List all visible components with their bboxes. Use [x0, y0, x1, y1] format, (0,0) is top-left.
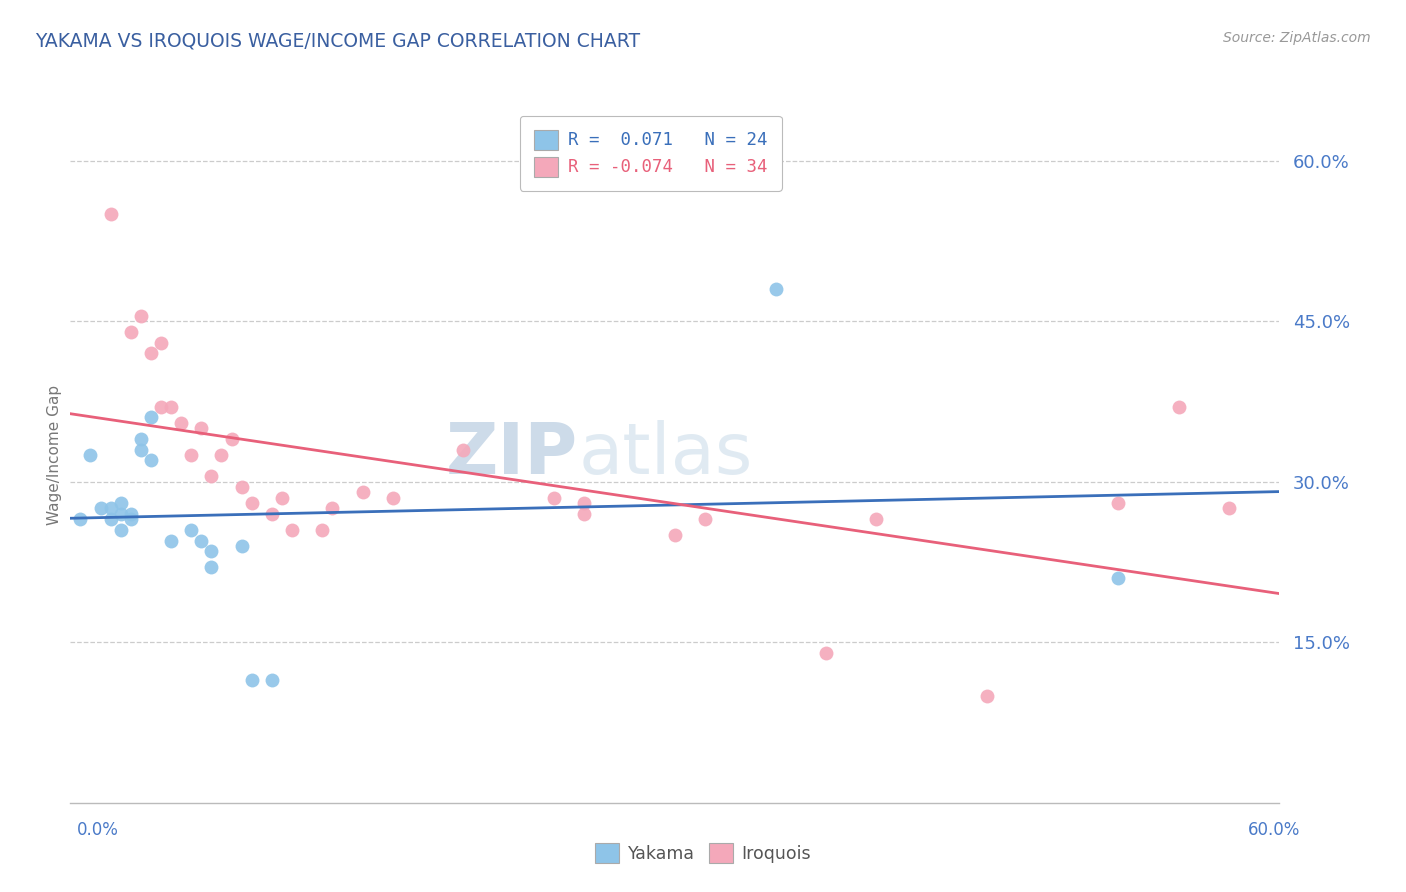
Point — [240, 673, 263, 687]
Point — [260, 507, 283, 521]
Point — [695, 512, 717, 526]
Point — [100, 501, 122, 516]
Point — [765, 282, 787, 296]
Text: 0.0%: 0.0% — [77, 821, 120, 838]
Y-axis label: Wage/Income Gap: Wage/Income Gap — [46, 384, 62, 525]
Point — [150, 335, 173, 350]
Point — [120, 507, 142, 521]
Point — [100, 207, 122, 221]
Point — [180, 448, 202, 462]
Text: Source: ZipAtlas.com: Source: ZipAtlas.com — [1223, 31, 1371, 45]
Point — [200, 469, 222, 483]
Point — [664, 528, 686, 542]
Point — [110, 507, 132, 521]
Point — [281, 523, 304, 537]
Point — [453, 442, 475, 457]
Point — [231, 539, 253, 553]
Point — [139, 410, 162, 425]
Point — [79, 448, 101, 462]
Point — [1218, 501, 1240, 516]
Point — [90, 501, 111, 516]
Point — [110, 523, 132, 537]
Point — [865, 512, 887, 526]
Point — [231, 480, 253, 494]
Point — [129, 432, 152, 446]
Point — [574, 496, 596, 510]
Point — [120, 512, 142, 526]
Text: YAKAMA VS IROQUOIS WAGE/INCOME GAP CORRELATION CHART: YAKAMA VS IROQUOIS WAGE/INCOME GAP CORRE… — [35, 31, 640, 50]
Point — [543, 491, 565, 505]
Point — [321, 501, 343, 516]
Point — [190, 421, 212, 435]
Point — [129, 442, 152, 457]
Point — [1167, 400, 1189, 414]
Point — [311, 523, 333, 537]
Point — [221, 432, 243, 446]
Point — [1107, 571, 1129, 585]
Point — [160, 533, 183, 548]
Point — [180, 523, 202, 537]
Point — [170, 416, 193, 430]
Point — [211, 448, 233, 462]
Point — [190, 533, 212, 548]
Point — [150, 400, 173, 414]
Legend: Yakama, Iroquois: Yakama, Iroquois — [588, 836, 818, 870]
Point — [129, 309, 152, 323]
Point — [240, 496, 263, 510]
Point — [120, 325, 142, 339]
Point — [200, 544, 222, 558]
Point — [100, 512, 122, 526]
Point — [160, 400, 183, 414]
Point — [352, 485, 374, 500]
Point — [260, 673, 283, 687]
Point — [574, 507, 596, 521]
Text: atlas: atlas — [578, 420, 752, 490]
Point — [139, 453, 162, 467]
Text: 60.0%: 60.0% — [1249, 821, 1301, 838]
Point — [976, 689, 998, 703]
Point — [110, 496, 132, 510]
Text: ZIP: ZIP — [446, 420, 578, 490]
Point — [1107, 496, 1129, 510]
Point — [200, 560, 222, 574]
Point — [69, 512, 91, 526]
Legend: R =  0.071   N = 24, R = -0.074   N = 34: R = 0.071 N = 24, R = -0.074 N = 34 — [520, 116, 782, 191]
Point — [381, 491, 404, 505]
Point — [139, 346, 162, 360]
Point — [815, 646, 838, 660]
Point — [270, 491, 294, 505]
